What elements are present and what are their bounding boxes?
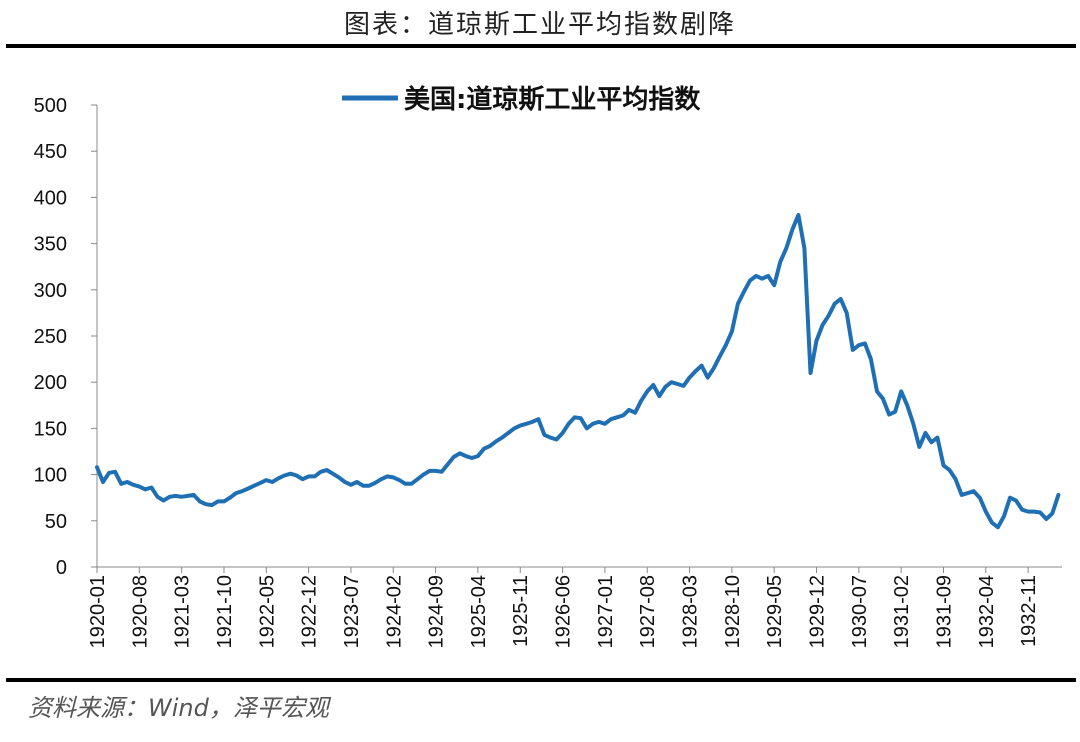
x-tick-label: 1924-02 bbox=[383, 575, 405, 648]
y-tick-label: 350 bbox=[34, 234, 67, 256]
legend: 美国:道琼斯工业平均指数 bbox=[342, 84, 701, 115]
y-tick-label: 100 bbox=[34, 465, 67, 487]
x-tick-label: 1920-01 bbox=[87, 575, 109, 648]
x-tick-label: 1922-12 bbox=[299, 575, 321, 648]
x-tick-label: 1927-01 bbox=[595, 575, 617, 648]
x-axis-ticks: 1920-01 1920-08 1921-03 1921-10 1922-05 1922-… bbox=[87, 567, 1040, 648]
x-tick-label: 1925-11 bbox=[510, 575, 532, 647]
x-tick-label: 1932-11 bbox=[1018, 575, 1040, 647]
x-tick-label: 1929-12 bbox=[807, 575, 829, 648]
y-tick-label: 500 bbox=[34, 95, 67, 117]
y-tick-label: 300 bbox=[34, 280, 67, 302]
x-tick-label: 1928-10 bbox=[722, 575, 744, 648]
x-tick-label: 1928-03 bbox=[680, 575, 702, 648]
series-line bbox=[95, 213, 1061, 530]
x-tick-label: 1929-05 bbox=[764, 575, 786, 648]
x-tick-label: 1920-08 bbox=[129, 575, 151, 648]
x-tick-label: 1922-05 bbox=[256, 575, 278, 648]
y-tick-label: 450 bbox=[34, 141, 67, 163]
x-tick-label: 1927-08 bbox=[637, 575, 659, 648]
top-rule bbox=[6, 44, 1076, 48]
bottom-rule bbox=[6, 678, 1076, 682]
x-tick-label: 1923-07 bbox=[341, 575, 363, 648]
axes bbox=[96, 105, 1062, 568]
x-tick-label: 1932-04 bbox=[976, 575, 998, 648]
chart-title: 图表：道琼斯工业平均指数剧降 bbox=[343, 10, 736, 40]
y-tick-label: 150 bbox=[34, 418, 67, 440]
y-tick-label: 200 bbox=[34, 372, 67, 394]
x-tick-label: 1925-04 bbox=[468, 575, 490, 648]
x-tick-label: 1930-07 bbox=[849, 575, 871, 648]
y-tick-label: 0 bbox=[56, 557, 67, 579]
y-tick-label: 50 bbox=[45, 511, 67, 533]
x-tick-label: 1924-09 bbox=[426, 575, 448, 648]
y-axis-ticks: 0 50 100 150 200 250 300 350 400 450 500 bbox=[34, 95, 97, 579]
legend-label: 美国:道琼斯工业平均指数 bbox=[404, 84, 701, 115]
x-tick-label: 1931-09 bbox=[933, 575, 955, 648]
x-tick-label: 1931-02 bbox=[891, 575, 913, 648]
y-tick-label: 400 bbox=[34, 187, 67, 209]
source-note: 资料来源：Wind，泽平宏观 bbox=[28, 694, 329, 722]
x-tick-label: 1921-03 bbox=[172, 575, 194, 648]
x-tick-label: 1926-06 bbox=[553, 575, 575, 648]
x-tick-label: 1921-10 bbox=[214, 575, 236, 648]
y-tick-label: 250 bbox=[34, 326, 67, 348]
